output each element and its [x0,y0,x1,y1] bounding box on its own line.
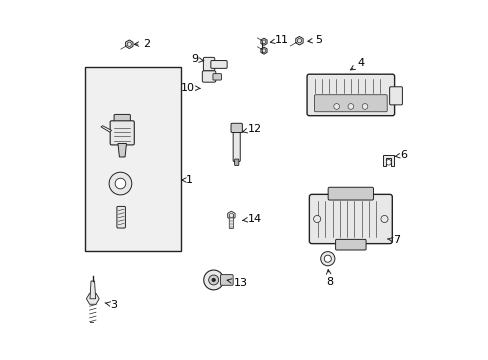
Text: 9: 9 [191,54,203,64]
FancyBboxPatch shape [309,194,391,244]
Text: 5: 5 [307,35,322,45]
Text: 4: 4 [350,58,365,70]
Circle shape [362,104,367,109]
Circle shape [208,275,218,285]
Polygon shape [227,211,235,220]
Circle shape [109,172,132,195]
FancyBboxPatch shape [229,215,233,229]
Circle shape [297,39,301,43]
Text: 8: 8 [325,270,332,288]
Polygon shape [90,281,96,299]
Text: 2: 2 [134,39,150,49]
Text: 3: 3 [105,300,117,310]
Text: 6: 6 [394,150,407,160]
Text: 10: 10 [181,83,200,93]
Circle shape [262,49,265,53]
FancyBboxPatch shape [306,74,394,116]
Ellipse shape [386,159,390,165]
Polygon shape [86,293,99,304]
FancyBboxPatch shape [203,57,214,71]
Text: 11: 11 [270,35,288,45]
FancyBboxPatch shape [212,74,221,80]
FancyBboxPatch shape [210,60,226,68]
Polygon shape [295,36,303,45]
Bar [85,67,181,251]
Circle shape [324,255,331,262]
Text: 12: 12 [242,123,262,134]
Text: 14: 14 [242,214,262,224]
Polygon shape [261,47,266,54]
FancyBboxPatch shape [110,121,134,145]
Circle shape [333,104,339,109]
Polygon shape [101,126,111,132]
FancyBboxPatch shape [234,159,238,166]
FancyBboxPatch shape [389,87,402,105]
Circle shape [313,215,320,222]
FancyBboxPatch shape [233,129,240,162]
Circle shape [211,278,215,282]
Polygon shape [118,144,126,157]
FancyBboxPatch shape [327,187,373,200]
Circle shape [380,215,387,222]
Circle shape [115,178,125,189]
Circle shape [347,104,353,109]
FancyBboxPatch shape [230,123,242,132]
Circle shape [262,40,265,44]
Circle shape [127,42,131,46]
FancyBboxPatch shape [202,71,215,82]
FancyBboxPatch shape [220,275,233,285]
FancyBboxPatch shape [117,206,125,228]
Circle shape [320,252,334,266]
Text: 13: 13 [226,278,247,288]
FancyBboxPatch shape [335,239,366,250]
Text: 7: 7 [387,235,400,245]
Circle shape [229,213,233,217]
Polygon shape [383,155,393,166]
Polygon shape [125,40,133,49]
Text: 1: 1 [182,175,193,185]
FancyBboxPatch shape [114,114,130,124]
Circle shape [203,270,223,290]
Polygon shape [261,38,266,45]
FancyBboxPatch shape [314,95,386,112]
